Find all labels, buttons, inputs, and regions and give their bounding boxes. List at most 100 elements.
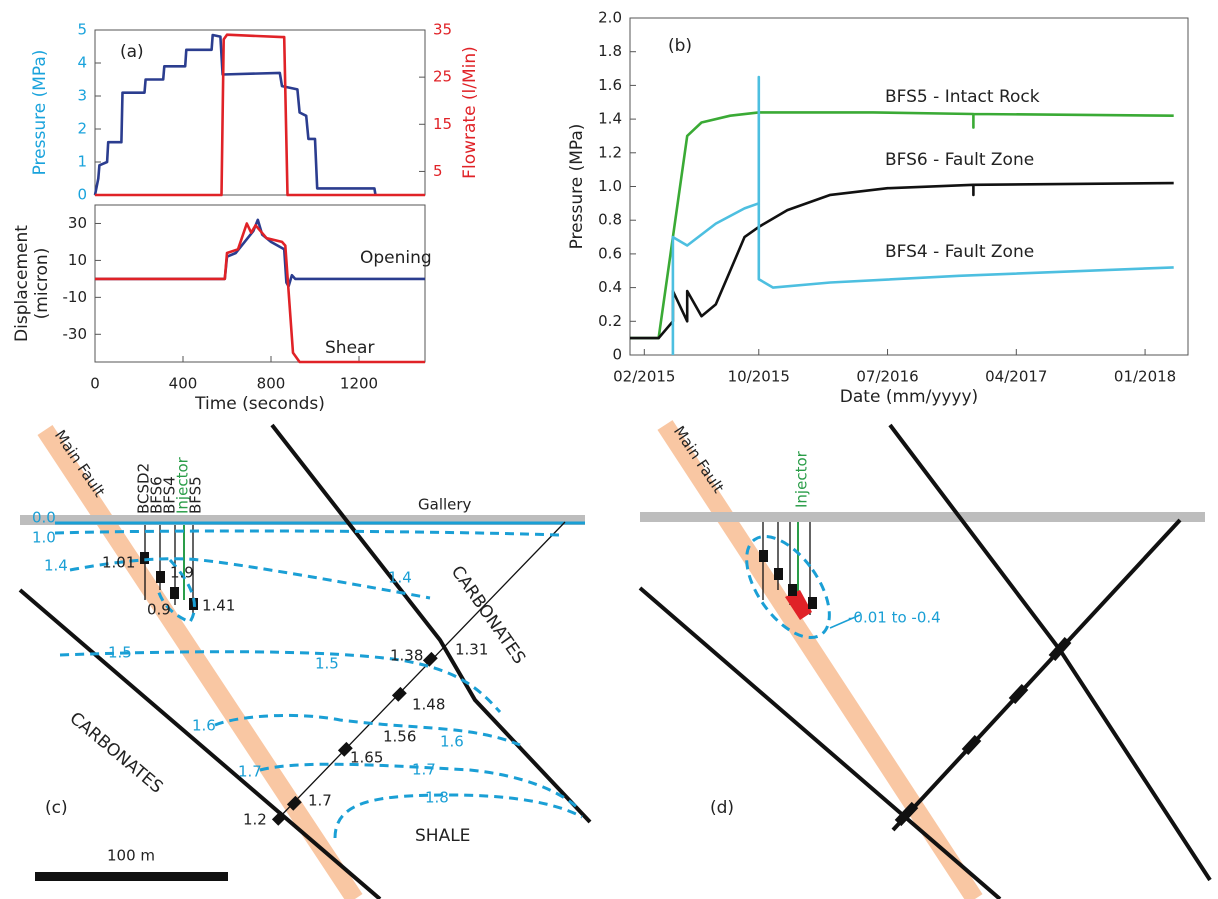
y-axis-label: Pressure (MPa) bbox=[30, 50, 50, 176]
pressure-label: 1.7 bbox=[308, 792, 332, 810]
unit-label: CARBONATES bbox=[66, 708, 167, 797]
pressure-label: 1.01 bbox=[102, 554, 135, 572]
sensor bbox=[170, 587, 179, 599]
y-tick-label: 1 bbox=[77, 153, 87, 171]
y-axis-label: Pressure (MPa) bbox=[567, 124, 587, 250]
pressure-label: 1.2 bbox=[243, 811, 267, 829]
x-tick-label: 10/2015 bbox=[728, 368, 790, 386]
pressure-label: 1.9 bbox=[170, 564, 194, 582]
x-tick-label: 400 bbox=[169, 375, 198, 393]
main-fault bbox=[37, 425, 363, 899]
geology-boundary bbox=[638, 586, 1002, 899]
contour-label: 1.4 bbox=[388, 569, 412, 587]
contour-label: 1.5 bbox=[315, 655, 339, 673]
pressure-label: 1.56 bbox=[383, 728, 416, 746]
pressure-label: 1.65 bbox=[350, 749, 383, 767]
y-tick-label: 2.0 bbox=[598, 9, 622, 27]
geology-boundary bbox=[888, 423, 1212, 882]
series-label: BFS6 - Fault Zone bbox=[885, 150, 1034, 170]
y-tick-label: 1.0 bbox=[598, 177, 622, 195]
plot-frame bbox=[94, 204, 426, 363]
y-tick-label: 0 bbox=[77, 186, 87, 204]
panel-d: Main Fault Injector -0.01 to -0.4 (d) bbox=[638, 420, 1212, 899]
y-tick-label: 1.8 bbox=[598, 42, 622, 60]
series-line bbox=[671, 75, 1174, 355]
panel-c: Main Fault Gallery BCSD2 BFS6 BFS4 Injec… bbox=[18, 423, 592, 899]
contour bbox=[214, 713, 521, 747]
y-tick-label: 1.4 bbox=[598, 110, 622, 128]
y-tick-label: 5 bbox=[77, 21, 87, 39]
series-label: BFS5 - Intact Rock bbox=[885, 87, 1040, 107]
contour-label: 1.8 bbox=[425, 789, 449, 807]
sensor bbox=[808, 597, 817, 609]
y-tick-label: -10 bbox=[63, 288, 88, 306]
sensor bbox=[774, 568, 783, 580]
range-label: -0.01 to -0.4 bbox=[848, 609, 941, 627]
x-tick-label: 01/2018 bbox=[1114, 368, 1176, 386]
series-label: Shear bbox=[325, 338, 374, 358]
contour bbox=[259, 762, 582, 812]
sensor bbox=[422, 651, 438, 667]
contour-label: 1.7 bbox=[412, 761, 436, 779]
contour bbox=[333, 793, 583, 839]
y-tick-label: 4 bbox=[77, 54, 87, 72]
borehole bbox=[891, 518, 1182, 832]
borehole-label: BFS5 bbox=[187, 476, 205, 514]
borehole-label: BFS4 bbox=[161, 476, 179, 514]
sensors bbox=[894, 637, 1072, 827]
y-tick-label: 0.8 bbox=[598, 211, 622, 229]
y-tick-label: 0.4 bbox=[598, 278, 622, 296]
contour-label: 1.5 bbox=[108, 644, 132, 662]
y-tick-label: 0.6 bbox=[598, 244, 622, 262]
injector-label: Injector bbox=[793, 450, 811, 508]
contour bbox=[59, 650, 502, 714]
leader-line bbox=[829, 614, 861, 629]
sensor bbox=[788, 584, 797, 596]
series-label: Opening bbox=[360, 248, 432, 268]
sensor bbox=[271, 810, 287, 826]
sensor bbox=[140, 552, 149, 564]
contour bbox=[745, 534, 831, 640]
y2-tick-label: 25 bbox=[433, 68, 452, 86]
sensor bbox=[286, 795, 302, 811]
borehole bbox=[274, 521, 566, 823]
contour-label: 1.0 bbox=[32, 529, 56, 547]
series-line bbox=[95, 33, 425, 197]
gallery bbox=[20, 515, 585, 525]
geology-boundary bbox=[18, 588, 382, 899]
borehole-label: Injector bbox=[174, 456, 192, 514]
plot-frame bbox=[94, 29, 426, 196]
x-tick-label: 800 bbox=[257, 375, 286, 393]
sensors bbox=[271, 651, 438, 826]
scale-label: 100 m bbox=[107, 847, 155, 865]
y-tick-label: 0.2 bbox=[598, 312, 622, 330]
charts: 0 1 2 3 4 5 5 15 25 35 Pressure (MPa) Flowrate (l/M… bbox=[12, 9, 1189, 414]
x-tick-label: 02/2015 bbox=[613, 368, 675, 386]
contour-label: 1.4 bbox=[44, 557, 68, 575]
sensor bbox=[759, 550, 768, 562]
panel-label: (b) bbox=[668, 36, 692, 56]
gallery bbox=[640, 512, 1205, 522]
unit-label: SHALE bbox=[415, 826, 470, 846]
series-line bbox=[93, 33, 377, 196]
y-tick-label: 0 bbox=[612, 346, 622, 364]
y-axis-label: (micron) bbox=[32, 248, 52, 320]
y-tick-label: 3 bbox=[77, 87, 87, 105]
x-tick-label: 1200 bbox=[340, 375, 378, 393]
scale-bar bbox=[35, 872, 228, 881]
contour-label: 1.7 bbox=[238, 763, 262, 781]
sensors bbox=[759, 550, 817, 609]
pressure-label: 1.31 bbox=[455, 641, 488, 659]
y-tick-label: 30 bbox=[68, 214, 87, 232]
pressure-label: 0.9 bbox=[147, 601, 171, 619]
x-tick-label: 07/2016 bbox=[856, 368, 918, 386]
contour-label: 1.6 bbox=[192, 717, 216, 735]
y-tick-label: -30 bbox=[63, 325, 88, 343]
contour-label: 0.0 bbox=[32, 509, 56, 527]
pressure-drop-zone bbox=[785, 590, 812, 620]
y2-tick-label: 15 bbox=[433, 115, 452, 133]
y-tick-label: 1.2 bbox=[598, 143, 622, 161]
y-tick-label: 10 bbox=[68, 251, 87, 269]
y-tick-label: 2 bbox=[77, 120, 87, 138]
